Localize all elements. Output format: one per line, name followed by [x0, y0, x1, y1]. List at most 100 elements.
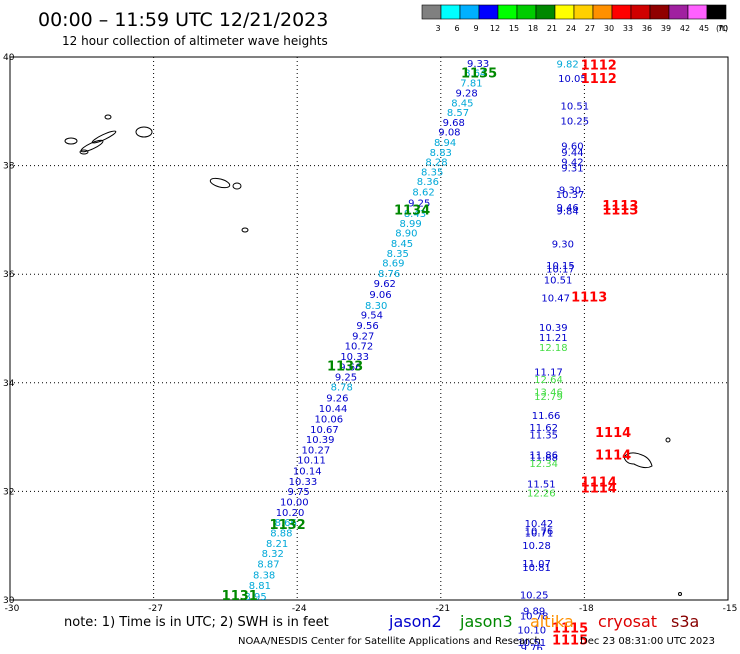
- wave-height-value: 9.25: [335, 373, 357, 384]
- colorbar-swatch: [421, 4, 442, 20]
- wave-height-colorbar: 3 6 9 12 15 18 21 24 27 30 33 36 39 42 45 70(ft): [421, 4, 728, 33]
- island-shape: [80, 139, 104, 153]
- wave-height-value: 9.68: [443, 118, 465, 129]
- wave-height-value: 10.10: [517, 626, 546, 637]
- chart-title: 00:00 – 11:59 UTC 12/21/2023: [38, 9, 328, 31]
- wave-height-value: 8.32: [262, 549, 284, 560]
- orbit-pass-label: 1114: [595, 448, 631, 463]
- wave-height-value: 9.76: [521, 644, 543, 650]
- orbit-pass-label: 1114: [581, 481, 617, 496]
- colorbar-swatch: [535, 4, 556, 20]
- footer-note: note: 1) Time is in UTC; 2) SWH is in fe…: [64, 615, 329, 630]
- wave-height-value: 8.66: [275, 518, 297, 529]
- wave-height-value: 10.25: [520, 590, 549, 601]
- orbit-pass-label: 1115: [552, 634, 588, 649]
- orbit-pass-label: 1132: [270, 518, 306, 533]
- wave-height-value: 9.89: [523, 607, 545, 618]
- wave-height-value: 8.94: [434, 138, 456, 149]
- wave-height-value: 10.78: [520, 612, 549, 623]
- wave-height-value: 9.08: [438, 128, 460, 139]
- wave-height-value: 10.51: [517, 638, 546, 649]
- island-shape: [64, 137, 78, 145]
- island-shape: [241, 227, 249, 233]
- colorbar-swatch: [516, 4, 537, 20]
- wave-height-value: 9.26: [326, 393, 348, 404]
- orbit-pass-label: 1113: [571, 290, 607, 305]
- colorbar-swatch: [649, 4, 670, 20]
- wave-height-value: 8.81: [249, 581, 271, 592]
- colorbar-label: 12: [490, 24, 500, 33]
- island-shape: [79, 149, 89, 155]
- colorbar-label: 6: [454, 24, 459, 33]
- wave-height-value: 9.60: [561, 141, 583, 152]
- wave-height-value: 8.78: [331, 382, 353, 393]
- wave-height-value: 9.84: [557, 206, 579, 217]
- wave-height-value: 8.45: [451, 98, 473, 109]
- island-shape: [135, 126, 153, 138]
- wave-height-value: 8.99: [400, 219, 422, 230]
- wave-height-value: 10.28: [522, 541, 551, 552]
- colorbar-label: 21: [547, 24, 557, 33]
- wave-height-value: 12.64: [534, 375, 563, 386]
- wave-height-value: 10.00: [280, 498, 309, 509]
- wave-height-value: 8.30: [365, 301, 387, 312]
- wave-height-value: 12.34: [529, 459, 558, 470]
- wave-height-value: 11.62: [529, 423, 558, 434]
- wave-height-value: 8.35: [387, 249, 409, 260]
- orbit-pass-labels: 1135113411331132113111121112111311131113…: [222, 58, 639, 648]
- orbit-pass-label: 1112: [581, 72, 617, 87]
- wave-height-value: 10.67: [310, 425, 339, 436]
- legend-entry: s3a: [671, 612, 699, 631]
- colorbar-label: 45: [699, 24, 709, 33]
- colorbar-label: 9: [473, 24, 478, 33]
- wave-height-value: 10.14: [293, 467, 322, 478]
- y-tick-label: 38: [3, 162, 15, 172]
- colorbar-label: 33: [623, 24, 633, 33]
- colorbar-swatch: [668, 4, 689, 20]
- wave-height-value: 9.44: [561, 148, 583, 159]
- wave-height-value: 12.26: [527, 488, 556, 499]
- axis-tick-labels: -30 -27 -24 -21 -18 -15 30 32 34 36 38 40: [3, 53, 737, 614]
- x-tick-label: -15: [723, 604, 738, 614]
- colorbar-label: 24: [566, 24, 576, 33]
- wave-height-value: 8.95: [244, 592, 266, 603]
- wave-height-value: 9.31: [561, 164, 583, 175]
- colorbar-label: 36: [642, 24, 652, 33]
- wave-height-value: 10.25: [561, 116, 590, 127]
- wave-height-value: 11.17: [534, 368, 563, 379]
- plot-area: 9.338.647.819.288.458.579.689.088.948.83…: [3, 53, 737, 654]
- wave-height-value: 9.75: [288, 487, 310, 498]
- wave-height-value: 9.82: [557, 59, 579, 70]
- orbit-pass-label: 1113: [602, 203, 638, 218]
- wave-height-value: 8.90: [395, 229, 417, 240]
- y-tick-label: 30: [3, 596, 15, 606]
- orbit-pass-label: 1133: [327, 359, 363, 374]
- plot-frame: [9, 56, 729, 601]
- colorbar-label: 42: [680, 24, 690, 33]
- legend-entry: jason2: [388, 612, 442, 631]
- wave-height-value: 9.56: [356, 321, 378, 332]
- wave-height-value: 8.21: [266, 539, 288, 550]
- wave-height-value: 10.72: [345, 342, 374, 353]
- x-tick-label: -30: [5, 604, 20, 614]
- colorbar-swatch: [459, 4, 480, 20]
- colorbar-swatch: [592, 4, 613, 20]
- wave-height-value: 8.28: [425, 158, 447, 169]
- orbit-pass-label: 1113: [602, 199, 638, 214]
- colorbar-swatch: [573, 4, 594, 20]
- island-shape: [91, 130, 117, 144]
- wave-height-value: 10.27: [302, 445, 331, 456]
- colorbar-swatch: [687, 4, 708, 20]
- wave-height-value: 11.07: [522, 559, 551, 570]
- orbit-pass-label: 1112: [581, 58, 617, 73]
- wave-height-value: 11.86: [529, 450, 558, 461]
- island-shape: [209, 177, 231, 189]
- wave-height-value: 10.15: [546, 261, 575, 272]
- colorbar-label: 39: [661, 24, 671, 33]
- y-tick-label: 40: [3, 53, 15, 63]
- wave-height-value: 10.51: [561, 102, 590, 113]
- wave-height-value: 9.46: [557, 203, 579, 214]
- wave-height-value: 10.76: [525, 526, 554, 537]
- legend-entry: cryosat: [598, 612, 657, 631]
